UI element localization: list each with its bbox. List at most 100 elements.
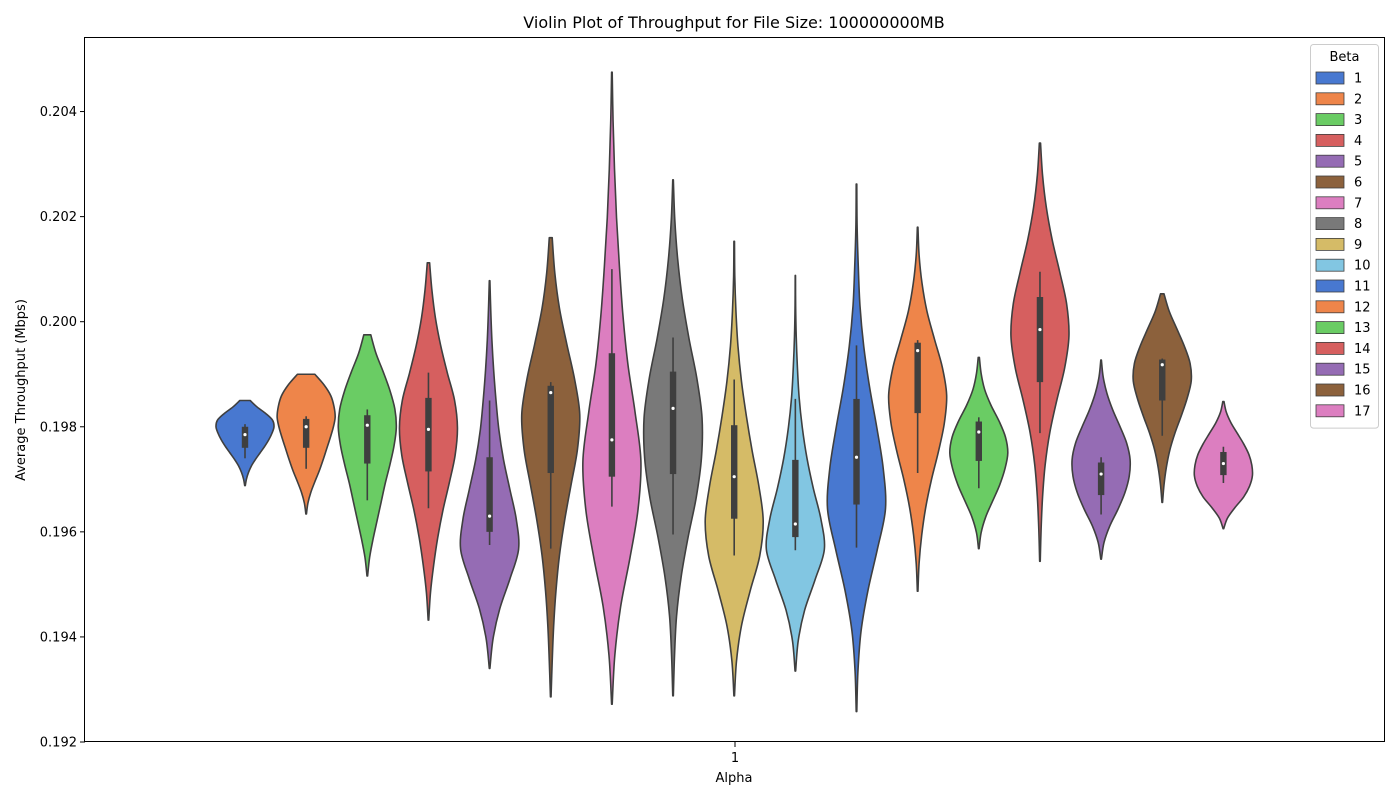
y-tick-label: 0.202 — [40, 210, 77, 225]
violin-median — [793, 522, 797, 526]
legend-swatch — [1315, 196, 1345, 210]
violin-iqr-box — [302, 418, 310, 448]
violin-iqr-box — [914, 342, 921, 414]
violin-iqr-box — [1036, 297, 1044, 383]
violin-iqr-box — [547, 385, 554, 474]
legend-swatch — [1315, 258, 1345, 272]
legend-label: 13 — [1354, 321, 1371, 336]
violin-median — [1221, 461, 1225, 466]
violin-median — [1099, 472, 1103, 476]
legend-item: 17 — [1315, 404, 1371, 419]
violin-iqr-box — [731, 425, 738, 519]
violin-iqr-box — [853, 398, 860, 505]
violin-beta-9 — [704, 240, 765, 697]
legend-item: 13 — [1315, 321, 1371, 336]
x-axis-label: Alpha — [716, 771, 753, 786]
violin-beta-13 — [948, 356, 1009, 550]
violin-beta-3 — [337, 334, 398, 577]
legend-label: 2 — [1354, 92, 1362, 107]
legend-swatch — [1315, 71, 1345, 85]
legend-item: 5 — [1315, 154, 1362, 170]
violin-median — [732, 475, 736, 479]
legend-label: 15 — [1354, 363, 1371, 378]
violins — [215, 71, 1254, 713]
legend-label: 17 — [1354, 404, 1371, 419]
legend-item: 15 — [1315, 362, 1371, 378]
violin-median — [916, 348, 920, 353]
legend-item: 6 — [1315, 175, 1362, 191]
legend-label: 16 — [1354, 384, 1371, 399]
x-tick-label: 1 — [731, 751, 739, 766]
violin-beta-15 — [1071, 359, 1132, 560]
legend-label: 6 — [1354, 176, 1362, 191]
legend-item: 7 — [1315, 196, 1362, 211]
legend-swatch — [1315, 383, 1345, 397]
violin-beta-16 — [1132, 293, 1193, 504]
y-axis: 0.192 0.194 0.196 0.198 0.200 0.202 0.204 — [40, 105, 85, 751]
violin-median — [549, 391, 553, 395]
legend-label: 1 — [1354, 72, 1362, 87]
violin-beta-12 — [887, 226, 948, 593]
legend-item: 11 — [1315, 279, 1371, 295]
plot-frame — [84, 37, 1385, 742]
legend-label: 3 — [1354, 113, 1362, 128]
violin-iqr-box — [1097, 462, 1105, 496]
y-tick-label: 0.198 — [40, 420, 77, 435]
violin-median — [1038, 327, 1042, 332]
violin-beta-4 — [398, 262, 459, 621]
legend-label: 5 — [1354, 155, 1362, 170]
violin-beta-5 — [459, 279, 520, 670]
x-axis: 1 — [731, 742, 739, 766]
legend-swatch — [1315, 133, 1345, 147]
legend-item: 14 — [1315, 342, 1371, 357]
violin-median — [610, 438, 614, 442]
violin-iqr-box — [792, 459, 799, 538]
y-tick-label: 0.200 — [40, 315, 77, 330]
legend-swatch — [1315, 300, 1345, 314]
legend-swatch — [1315, 92, 1345, 106]
legend-label: 10 — [1354, 259, 1371, 274]
violin-median — [304, 425, 308, 429]
legend-label: 4 — [1354, 134, 1362, 149]
legend-item: 4 — [1315, 133, 1362, 149]
violin-iqr-box — [608, 353, 616, 477]
legend-label: 12 — [1354, 300, 1371, 315]
legend-item: 1 — [1315, 71, 1362, 87]
legend-item: 8 — [1315, 217, 1362, 232]
violin-beta-17 — [1193, 400, 1254, 530]
violin-median — [365, 423, 369, 427]
legend-title: Beta — [1330, 50, 1360, 65]
violin-median — [488, 514, 492, 518]
violin-median — [977, 430, 981, 434]
legend-item: 9 — [1315, 237, 1362, 253]
legend-swatch — [1315, 113, 1345, 126]
legend-label: 9 — [1354, 238, 1362, 253]
legend-swatch — [1315, 154, 1345, 168]
violin-beta-8 — [642, 179, 704, 697]
legend-item: 3 — [1315, 113, 1362, 128]
legend-swatch — [1315, 237, 1345, 251]
y-axis-label: Average Throughput (Mbps) — [14, 299, 29, 481]
violin-beta-7 — [582, 71, 642, 705]
y-tick-label: 0.196 — [40, 525, 77, 540]
legend-item: 10 — [1315, 258, 1371, 274]
violin-iqr-box — [241, 426, 249, 448]
violin-beta-1 — [215, 399, 275, 487]
legend-item: 2 — [1315, 92, 1362, 107]
legend-swatch — [1315, 279, 1345, 293]
violin-median — [426, 427, 431, 432]
violin-beta-2 — [276, 373, 336, 515]
violin-iqr-box — [425, 397, 432, 472]
violin-median — [854, 455, 859, 459]
violin-iqr-box — [669, 371, 677, 475]
violin-beta-11 — [826, 183, 887, 713]
legend-label: 11 — [1354, 280, 1371, 295]
violin-median — [671, 406, 675, 410]
legend-swatch — [1315, 362, 1345, 376]
violin-beta-6 — [520, 236, 581, 698]
legend-swatch — [1315, 175, 1345, 189]
violin-median — [1160, 363, 1164, 367]
violin-beta-10 — [765, 274, 826, 672]
